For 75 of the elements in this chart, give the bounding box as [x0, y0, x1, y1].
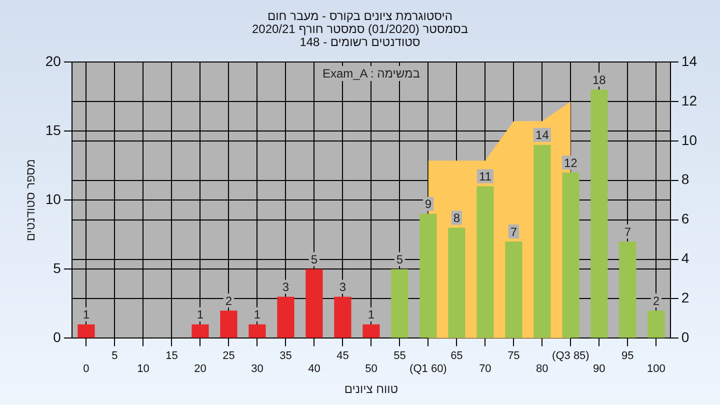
bar [306, 269, 323, 338]
bar [505, 242, 522, 338]
bar [590, 90, 608, 338]
bar [448, 228, 466, 338]
bar [476, 186, 494, 338]
chart-subtitle: בסמסטר (01/2020) סמסטר חורף 2020/21 סטודנטים רשומים - 148 [250, 22, 470, 49]
data-label: 14 [536, 128, 550, 142]
data-label: 18 [592, 72, 606, 87]
data-label: 1 [254, 308, 261, 322]
bar [391, 269, 408, 338]
data-label: 1 [196, 308, 204, 322]
y2-tick-label: 14 [681, 52, 698, 69]
bar [277, 296, 294, 338]
x-tick-label: 80 [536, 363, 548, 376]
x-tick-label: 50 [365, 363, 378, 376]
bar [334, 296, 352, 338]
y2-tick-label: 2 [681, 290, 690, 306]
chart-title: היסטוגרמת ציונים בקורס - מעבר חום [266, 9, 454, 23]
data-label: 3 [282, 280, 290, 294]
data-label: 2 [225, 294, 232, 308]
x-tick-label: 55 [394, 350, 406, 362]
y2-tick-label: 4 [681, 250, 690, 266]
data-label: 12 [564, 156, 578, 170]
y2-tick-label: 6 [681, 210, 690, 227]
x-tick-label: (Q3 85) [552, 350, 590, 362]
data-label: 1 [82, 308, 90, 322]
x-tick-label: (Q1 60) [410, 363, 447, 376]
x-tick-label: 95 [622, 350, 634, 362]
y-tick-label: 0 [53, 329, 62, 346]
x-tick-label: 15 [166, 350, 178, 362]
y2-tick-label: 10 [681, 132, 698, 148]
data-label: 7 [510, 224, 518, 239]
y-tick-label: 20 [45, 52, 62, 69]
y-axis-title: מספר סטודנטים [24, 159, 38, 242]
x-tick-label: 75 [508, 350, 520, 362]
x-tick-label: 65 [450, 350, 463, 362]
data-label: 3 [339, 280, 346, 294]
y2-tick-label: 8 [681, 171, 690, 188]
x-tick-label: 25 [222, 350, 235, 362]
x-tick-label: 20 [194, 363, 206, 376]
data-label: 2 [652, 294, 660, 308]
y2-tick-label: 0 [681, 329, 690, 346]
x-tick-label: 100 [647, 363, 666, 376]
bar [420, 214, 437, 338]
bar [362, 324, 380, 338]
x-axis-title: טווח ציונים [344, 382, 398, 396]
y-tick-label: 5 [53, 260, 62, 276]
bar [648, 310, 665, 338]
data-label: 9 [424, 197, 432, 212]
data-label: 7 [624, 224, 632, 239]
data-label: 5 [310, 252, 318, 266]
y-tick-label: 10 [45, 190, 62, 207]
x-tick-label: 90 [593, 363, 606, 376]
bar [619, 242, 636, 338]
data-label: 11 [478, 170, 492, 184]
data-label: 1 [368, 308, 375, 322]
x-tick-label: 35 [280, 350, 292, 362]
bar [534, 144, 551, 338]
bar [562, 172, 580, 338]
y2-tick-label: 12 [681, 92, 698, 108]
bar [78, 324, 95, 338]
x-tick-label: 10 [137, 363, 150, 376]
bar [220, 310, 238, 338]
y-tick-label: 15 [45, 122, 62, 138]
x-tick-label: 5 [112, 350, 118, 362]
x-tick-label: 45 [336, 350, 349, 362]
data-label: 8 [453, 211, 460, 226]
data-label: 5 [396, 252, 404, 266]
annotation: Exam_A : במשימה [322, 66, 420, 80]
x-tick-label: 70 [479, 363, 492, 376]
x-tick-label: 40 [308, 363, 320, 376]
bar [192, 324, 209, 338]
x-tick-label: 30 [251, 363, 264, 376]
x-tick-label: 0 [83, 363, 90, 376]
bar [248, 324, 266, 338]
